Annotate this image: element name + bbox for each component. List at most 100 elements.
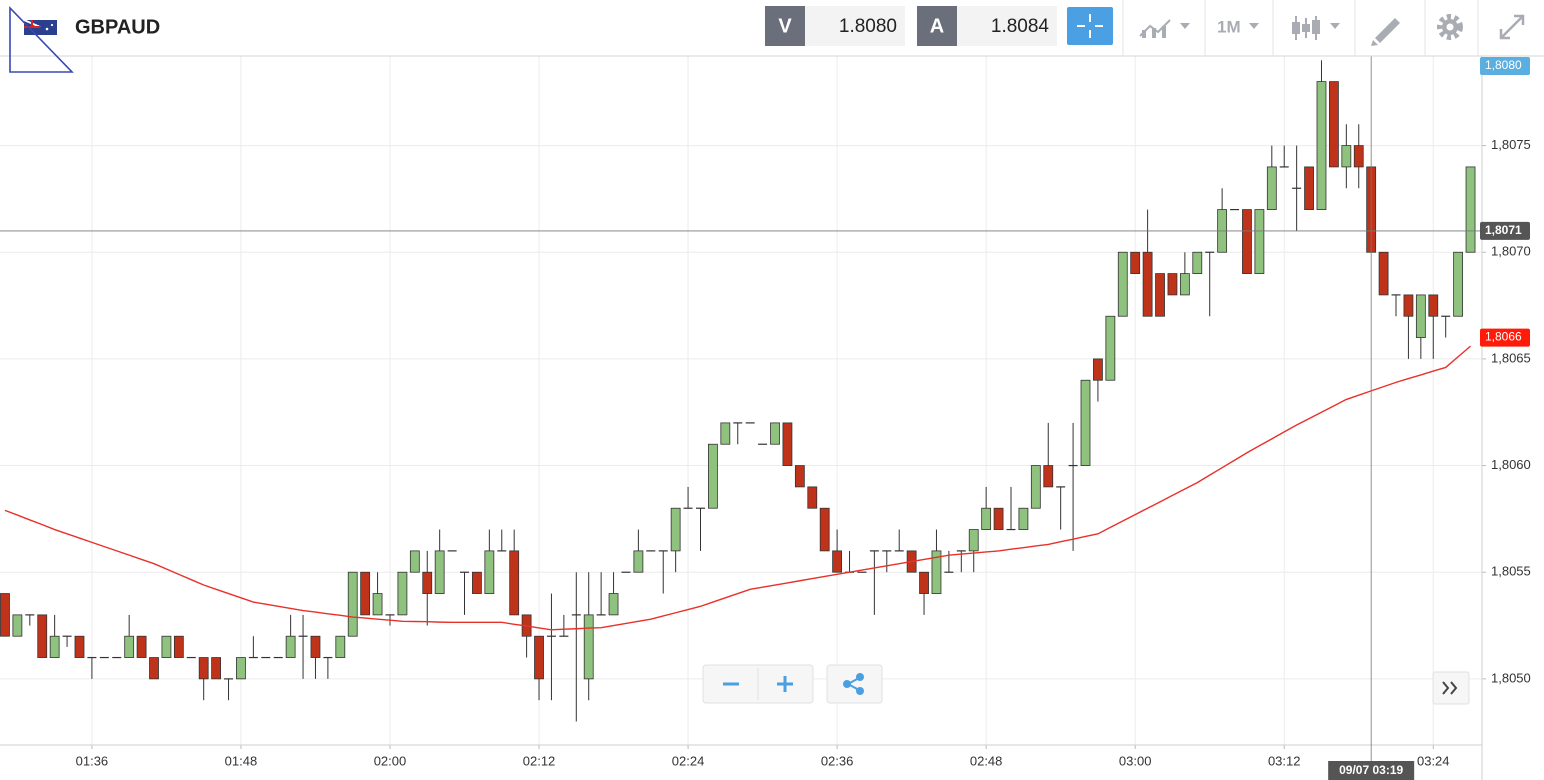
candle-body [472,571,482,594]
candle-body [1093,358,1103,381]
bid-label-box [765,6,805,46]
candle-body [1018,507,1029,530]
draw-tool-button[interactable] [1371,18,1400,46]
symbol-title: GBPAUD [75,16,160,38]
candle-body [534,635,544,680]
candle-body [1242,209,1252,274]
share-button[interactable] [826,664,883,704]
candle-body [173,635,184,658]
candle-body [149,657,159,680]
candle-body [981,507,992,530]
ask-label-box [917,6,957,46]
moving-average-line [4,345,1471,631]
candle-body [372,593,383,616]
ask-box[interactable] [957,6,1057,46]
candle-body [1304,166,1314,210]
candle-body [422,571,433,594]
zoom-in-button[interactable] [777,676,793,692]
crosshair-button[interactable] [1067,7,1113,45]
y-tick-label: 1,8075 [1491,137,1531,152]
candle-body [1167,273,1178,296]
candle-body [198,657,209,680]
candle-body [1105,315,1116,381]
zoom-controls [702,664,1470,705]
timeframe: 1M [1217,17,1241,36]
candle-body [633,550,644,573]
candle-body [1378,251,1389,296]
crosshair-price-box [1480,221,1530,240]
candle-body [1453,251,1464,317]
drawing-triangle [9,6,74,73]
price-tag-label: 1,8080 [1485,58,1522,72]
timeframe-button[interactable]: 1M [1217,17,1259,36]
candle-body [1465,166,1476,253]
x-tick-label: 02:24 [672,753,705,768]
candle-body [1316,81,1327,210]
x-tick-label: 02:00 [374,753,407,768]
y-tick-label: 1,8060 [1491,457,1531,472]
candle-body [1179,273,1190,296]
candle-body [161,635,172,658]
x-tick-label: 02:48 [970,753,1003,768]
candle-body [74,635,85,658]
candle-body [819,507,830,552]
x-tick-label: 02:36 [821,753,854,768]
candle-body [1142,251,1153,317]
x-tick-label: 02:12 [523,753,556,768]
candle-body [1403,294,1414,317]
candle-body [409,550,420,573]
candle-body [49,635,60,658]
candle-body [236,657,246,680]
crosshair-price-label: 1,8071 [1485,223,1522,237]
toolbar: GBPAUD V 1.8080 A 1.8084 1M [0,0,1544,73]
x-tick-label: 03:24 [1417,753,1450,768]
candle-body [484,550,495,594]
candle-body [670,507,681,552]
candle-body [1130,251,1141,274]
scroll-end-button[interactable] [1432,671,1470,705]
candle-body [1192,251,1203,274]
bid-label: V [778,15,792,37]
candle-body [1428,294,1439,317]
candle-body [794,465,805,488]
candle-body [0,593,10,637]
candle-body [1155,273,1165,317]
candle-body [832,550,843,573]
candle-body [1415,294,1426,338]
settings-button[interactable] [1437,14,1463,40]
x-tick-label: 01:36 [76,753,109,768]
candle-style-button[interactable] [1292,16,1340,40]
candle-body [919,571,929,594]
x-tick-label: 03:00 [1119,753,1152,768]
toolbar-separators [1122,0,1479,56]
candle-body [124,635,135,658]
bid-box[interactable] [805,6,905,46]
candle-body [434,550,445,594]
chart-type-button[interactable] [1139,19,1190,38]
candle-body [285,635,296,658]
y-tick-label: 1,8050 [1491,670,1531,685]
candle-body [931,550,942,594]
x-tick-label: 01:48 [225,753,258,768]
candle-body [720,422,731,445]
candle-body [509,550,520,616]
bid-price: 1.8080 [839,16,897,37]
y-tick-label: 1,8070 [1491,244,1531,259]
candle-body [583,614,594,680]
y-tick-label: 1,8065 [1491,350,1531,365]
price-tag [1480,57,1530,75]
candle-body [968,529,979,552]
x-tick-label: 03:12 [1268,753,1301,768]
price-tag-label: 1,8066 [1485,330,1522,344]
candle-body [1030,465,1041,509]
candle-body [37,614,48,658]
crosshair-time-label: 09/07 03:19 [1339,763,1403,777]
candle-body [1329,81,1339,168]
crosshair-time-box [1328,761,1415,780]
candle-body [360,571,371,616]
fullscreen-button[interactable] [1499,14,1525,40]
candle-body [608,593,619,616]
candle-body [310,635,321,658]
